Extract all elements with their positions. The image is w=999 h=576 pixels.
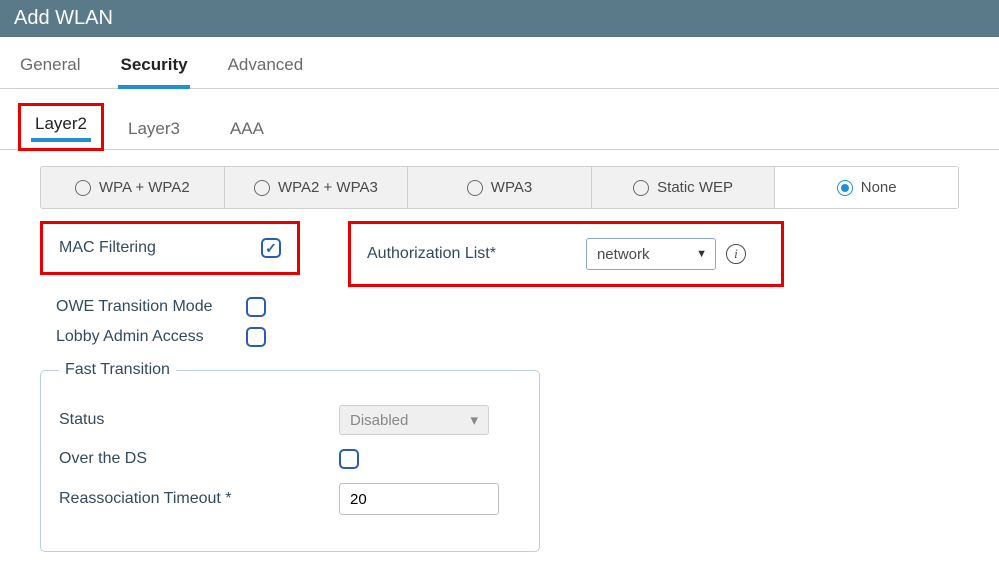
opt-label: Static WEP bbox=[657, 179, 733, 196]
subtab-aaa[interactable]: AAA bbox=[216, 115, 278, 149]
authorization-value: network bbox=[597, 246, 650, 263]
owe-checkbox[interactable] bbox=[246, 297, 266, 317]
highlight-authorization: Authorization List* network ▼ i bbox=[348, 221, 784, 287]
mac-filtering-checkbox[interactable] bbox=[261, 238, 281, 258]
dialog-header: Add WLAN bbox=[0, 0, 999, 37]
highlight-mac-filtering: MAC Filtering bbox=[40, 221, 300, 275]
radio-icon bbox=[254, 180, 270, 196]
ft-overds-label: Over the DS bbox=[59, 450, 339, 468]
opt-none[interactable]: None bbox=[775, 167, 959, 208]
subtab-layer3[interactable]: Layer3 bbox=[114, 115, 194, 149]
radio-icon bbox=[75, 180, 91, 196]
opt-wpa2-wpa3[interactable]: WPA2 + WPA3 bbox=[225, 167, 409, 208]
radio-icon bbox=[633, 180, 649, 196]
ft-reassoc-input[interactable] bbox=[339, 483, 499, 515]
owe-label: OWE Transition Mode bbox=[56, 298, 246, 316]
opt-wpa3[interactable]: WPA3 bbox=[408, 167, 592, 208]
fast-transition-group: Fast Transition Status Disabled ▾ Over t… bbox=[40, 361, 540, 552]
ft-reassoc-label: Reassociation Timeout * bbox=[59, 490, 339, 508]
tab-advanced[interactable]: Advanced bbox=[226, 51, 306, 88]
ft-status-value: Disabled bbox=[350, 412, 408, 429]
opt-label: WPA3 bbox=[491, 179, 532, 196]
subtab-layer2[interactable]: Layer2 bbox=[31, 114, 91, 142]
opt-static-wep[interactable]: Static WEP bbox=[592, 167, 776, 208]
tab-general[interactable]: General bbox=[18, 51, 82, 88]
chevron-down-icon: ▼ bbox=[696, 248, 707, 260]
opt-label: WPA2 + WPA3 bbox=[278, 179, 378, 196]
opt-label: None bbox=[861, 179, 897, 196]
authorization-label: Authorization List* bbox=[367, 245, 496, 263]
fast-transition-legend: Fast Transition bbox=[59, 361, 176, 379]
lobby-row: Lobby Admin Access bbox=[56, 327, 999, 347]
radio-icon bbox=[837, 180, 853, 196]
ft-status-label: Status bbox=[59, 411, 339, 429]
highlight-layer2: Layer2 bbox=[18, 103, 104, 151]
radio-icon bbox=[467, 180, 483, 196]
dialog-title: Add WLAN bbox=[14, 7, 113, 29]
mac-filtering-label: MAC Filtering bbox=[59, 239, 156, 257]
ft-overds-checkbox[interactable] bbox=[339, 449, 359, 469]
security-mode-group: WPA + WPA2 WPA2 + WPA3 WPA3 Static WEP N… bbox=[40, 166, 959, 209]
info-icon[interactable]: i bbox=[726, 244, 746, 264]
lobby-checkbox[interactable] bbox=[246, 327, 266, 347]
opt-label: WPA + WPA2 bbox=[99, 179, 190, 196]
lobby-label: Lobby Admin Access bbox=[56, 328, 246, 346]
opt-wpa-wpa2[interactable]: WPA + WPA2 bbox=[41, 167, 225, 208]
primary-tabs: General Security Advanced bbox=[0, 37, 999, 89]
secondary-tabs: Layer2 Layer3 AAA bbox=[0, 89, 999, 150]
tab-security[interactable]: Security bbox=[118, 51, 189, 89]
ft-status-select[interactable]: Disabled ▾ bbox=[339, 405, 489, 435]
chevron-down-icon: ▾ bbox=[470, 411, 478, 429]
authorization-list-dropdown[interactable]: network ▼ bbox=[586, 238, 716, 270]
owe-row: OWE Transition Mode bbox=[56, 297, 999, 317]
